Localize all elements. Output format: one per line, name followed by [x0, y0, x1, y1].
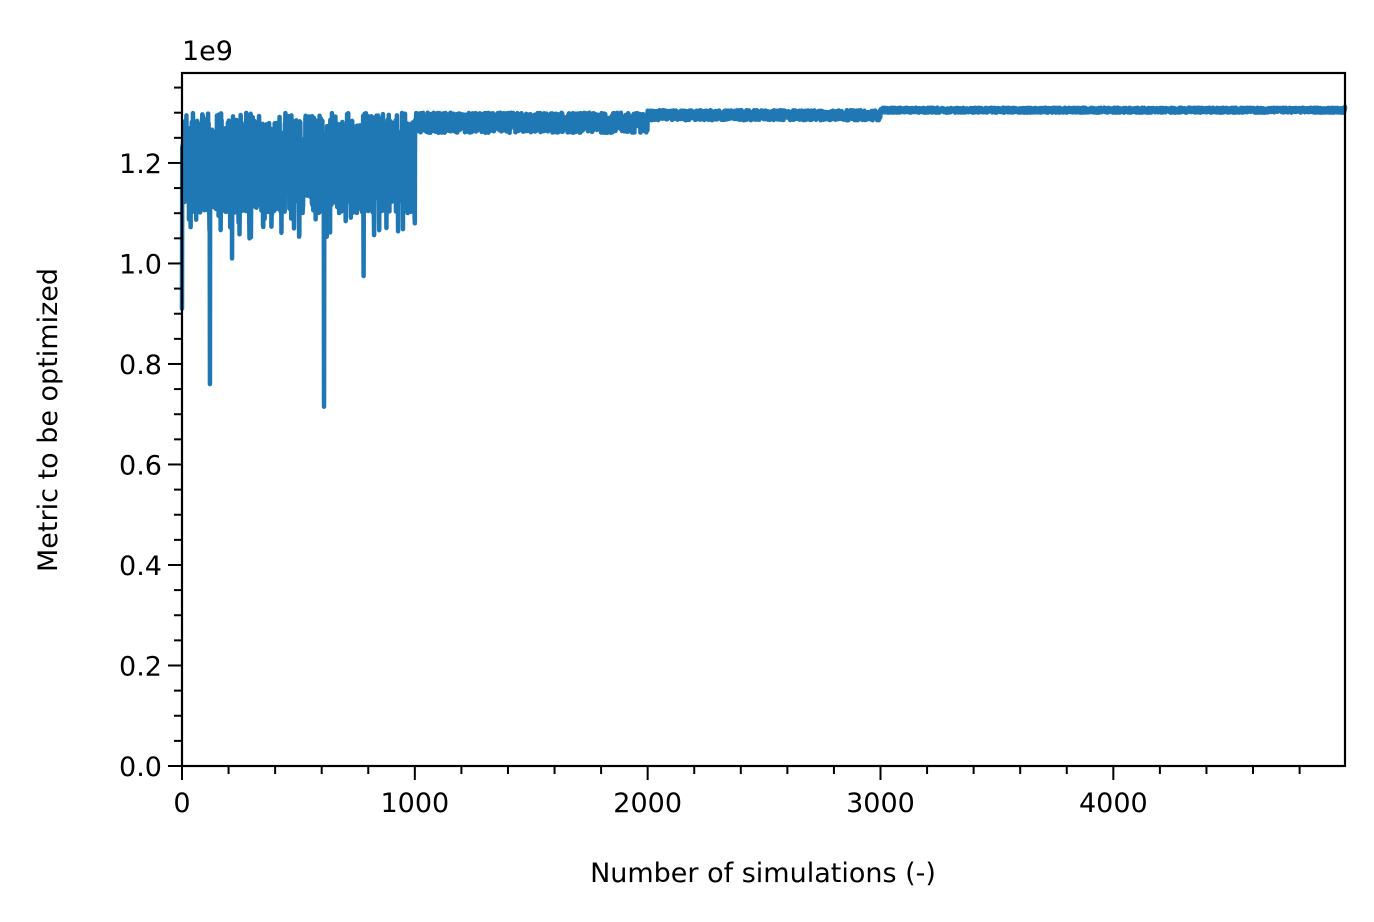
x-tick-label: 0 — [173, 788, 190, 819]
x-tick-label: 1000 — [380, 788, 449, 819]
metric-series-line — [179, 104, 1348, 409]
y-tick-label: 0.8 — [119, 350, 162, 381]
plot-line — [179, 104, 1348, 409]
plot-frame — [180, 71, 1347, 768]
y-axis-label: Metric to be optimized — [33, 268, 64, 572]
x-axis: 0 1000 2000 3000 4000 — [173, 766, 1301, 819]
x-tick-label: 3000 — [846, 788, 915, 819]
y-tick-label: 0.2 — [119, 651, 162, 682]
x-axis-label: Number of simulations (-) — [590, 858, 936, 889]
y-axis: 0.0 0.2 0.4 0.6 0.8 1.0 1.2 — [119, 86, 182, 783]
y-tick-label: 1.0 — [119, 249, 162, 280]
x-tick-label: 4000 — [1079, 788, 1148, 819]
y-tick-label: 0.6 — [119, 450, 162, 481]
y-offset-label: 1e9 — [182, 36, 233, 67]
y-tick-label: 1.2 — [119, 149, 162, 180]
y-tick-label: 0.4 — [119, 551, 162, 582]
x-tick-label: 2000 — [613, 788, 682, 819]
y-tick-label: 0.0 — [119, 752, 162, 783]
